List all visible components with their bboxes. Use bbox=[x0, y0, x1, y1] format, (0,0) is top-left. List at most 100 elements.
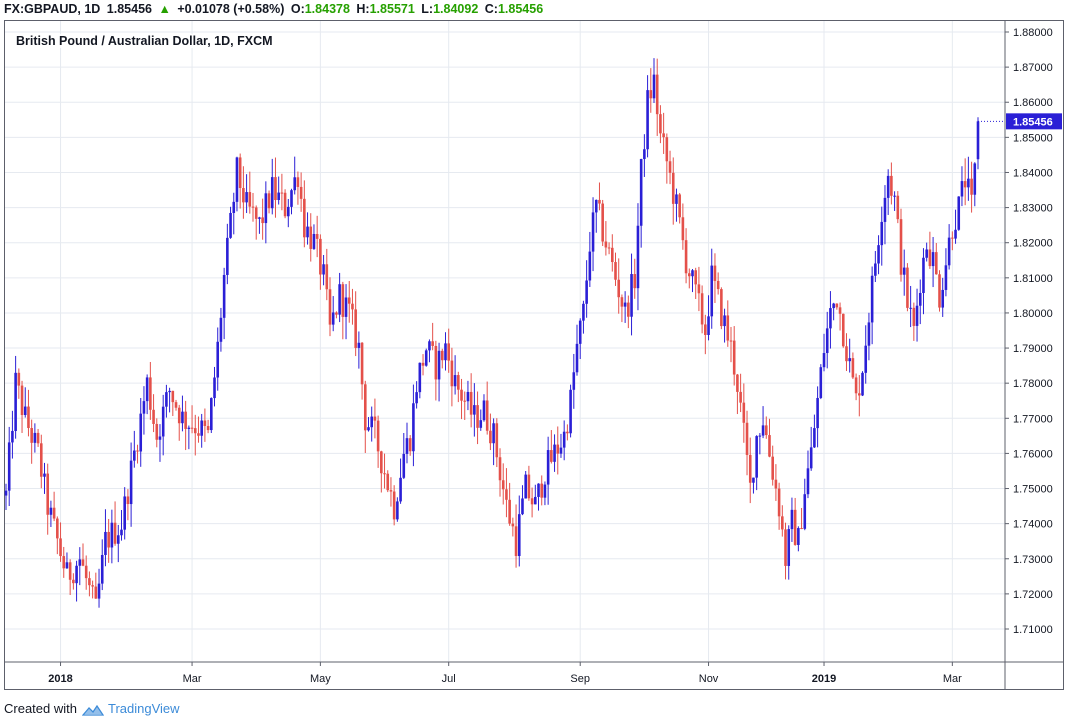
candle-body-down[interactable] bbox=[373, 416, 377, 421]
candle-body-down[interactable] bbox=[274, 177, 277, 201]
candle-body-down[interactable] bbox=[283, 192, 287, 217]
candle-body-down[interactable] bbox=[697, 284, 701, 294]
candle-body-down[interactable] bbox=[970, 178, 973, 195]
candle-body-down[interactable] bbox=[39, 443, 43, 477]
candle-body-down[interactable] bbox=[242, 188, 245, 203]
candle-body-up[interactable] bbox=[110, 522, 114, 548]
candle-body-down[interactable] bbox=[838, 307, 842, 314]
candle-body-up[interactable] bbox=[466, 391, 470, 402]
candle-body-up[interactable] bbox=[543, 484, 547, 498]
candle-body-up[interactable] bbox=[572, 372, 576, 390]
candle-body-up[interactable] bbox=[867, 322, 871, 346]
candle-body-down[interactable] bbox=[511, 523, 515, 527]
candle-body-down[interactable] bbox=[841, 313, 845, 347]
candle-body-down[interactable] bbox=[963, 181, 967, 188]
candle-body-up[interactable] bbox=[492, 423, 495, 444]
candle-body-up[interactable] bbox=[902, 267, 906, 275]
candle-body-up[interactable] bbox=[944, 265, 948, 290]
candle-body-up[interactable] bbox=[139, 413, 143, 452]
candle-body-up[interactable] bbox=[213, 377, 216, 399]
candle-body-up[interactable] bbox=[415, 392, 418, 404]
candle-body-down[interactable] bbox=[376, 420, 380, 452]
candle-body-down[interactable] bbox=[476, 405, 479, 428]
candle-body-down[interactable] bbox=[671, 172, 675, 204]
candle-body-down[interactable] bbox=[238, 157, 242, 189]
candle-body-down[interactable] bbox=[315, 233, 319, 239]
candle-body-down[interactable] bbox=[934, 252, 938, 275]
candle-body-up[interactable] bbox=[270, 177, 274, 209]
candle-body-down[interactable] bbox=[149, 377, 152, 410]
candle-body-up[interactable] bbox=[286, 206, 290, 217]
candle-body-up[interactable] bbox=[187, 427, 191, 429]
candle-body-down[interactable] bbox=[485, 400, 489, 431]
candle-body-up[interactable] bbox=[424, 350, 428, 366]
candle-body-up[interactable] bbox=[33, 432, 37, 443]
candle-body-up[interactable] bbox=[14, 372, 17, 431]
candle-body-down[interactable] bbox=[81, 559, 85, 566]
candle-body-down[interactable] bbox=[62, 556, 66, 569]
candle-body-up[interactable] bbox=[918, 293, 922, 306]
candle-body-down[interactable] bbox=[678, 194, 681, 218]
candle-body-up[interactable] bbox=[370, 416, 374, 428]
candle-body-down[interactable] bbox=[530, 498, 534, 505]
candle-body-down[interactable] bbox=[383, 473, 386, 475]
candle-body-up[interactable] bbox=[306, 226, 309, 238]
symbol-label[interactable]: FX:GBPAUD, 1D bbox=[4, 2, 101, 16]
candle-body-down[interactable] bbox=[739, 391, 742, 403]
candle-body-down[interactable] bbox=[72, 579, 75, 584]
candle-body-up[interactable] bbox=[338, 284, 341, 315]
candle-body-down[interactable] bbox=[700, 293, 704, 325]
candle-body-up[interactable] bbox=[331, 312, 335, 325]
candle-body-down[interactable] bbox=[88, 578, 91, 586]
candle-body-up[interactable] bbox=[755, 436, 758, 478]
candle-body-up[interactable] bbox=[893, 195, 896, 197]
candle-body-down[interactable] bbox=[56, 518, 59, 539]
candle-body-down[interactable] bbox=[94, 586, 98, 599]
candle-body-down[interactable] bbox=[296, 177, 300, 187]
candle-body-up[interactable] bbox=[322, 264, 325, 275]
candle-body-up[interactable] bbox=[819, 367, 823, 398]
candle-body-down[interactable] bbox=[309, 226, 313, 249]
candle-body-down[interactable] bbox=[704, 324, 707, 335]
candle-body-down[interactable] bbox=[607, 247, 611, 249]
candle-body-down[interactable] bbox=[193, 428, 197, 434]
candle-body-up[interactable] bbox=[210, 398, 213, 431]
candle-body-down[interactable] bbox=[380, 451, 383, 474]
candle-body-down[interactable] bbox=[620, 297, 624, 307]
candle-body-up[interactable] bbox=[787, 529, 791, 566]
candle-body-down[interactable] bbox=[514, 526, 518, 557]
candle-body-up[interactable] bbox=[437, 350, 441, 380]
candle-body-up[interactable] bbox=[707, 316, 710, 335]
candle-body-down[interactable] bbox=[736, 374, 739, 392]
candle-body-up[interactable] bbox=[947, 237, 951, 266]
candle-body-down[interactable] bbox=[598, 199, 601, 204]
candle-body-up[interactable] bbox=[23, 406, 27, 416]
candle-body-down[interactable] bbox=[713, 265, 717, 281]
candle-body-down[interactable] bbox=[659, 114, 662, 134]
candle-body-up[interactable] bbox=[553, 444, 556, 462]
candle-body-down[interactable] bbox=[177, 407, 181, 424]
candle-body-down[interactable] bbox=[800, 528, 803, 530]
candle-body-down[interactable] bbox=[328, 289, 332, 325]
candle-body-down[interactable] bbox=[46, 473, 50, 515]
candle-body-up[interactable] bbox=[874, 263, 877, 276]
candle-body-down[interactable] bbox=[251, 206, 255, 208]
candle-body-up[interactable] bbox=[104, 531, 107, 555]
candle-body-up[interactable] bbox=[976, 121, 980, 160]
candle-body-down[interactable] bbox=[505, 489, 508, 500]
candle-body-up[interactable] bbox=[49, 507, 53, 515]
candle-body-down[interactable] bbox=[190, 427, 194, 429]
candle-body-up[interactable] bbox=[877, 245, 880, 264]
candle-body-up[interactable] bbox=[245, 192, 248, 203]
candle-body-down[interactable] bbox=[27, 406, 30, 429]
candle-body-down[interactable] bbox=[469, 391, 473, 415]
candle-body-down[interactable] bbox=[341, 284, 345, 317]
candle-body-up[interactable] bbox=[226, 237, 229, 275]
candle-body-up[interactable] bbox=[402, 453, 406, 478]
candle-body-up[interactable] bbox=[623, 302, 627, 307]
candle-body-up[interactable] bbox=[129, 460, 133, 505]
candle-body-down[interactable] bbox=[203, 420, 207, 427]
candle-body-up[interactable] bbox=[643, 149, 646, 160]
candle-body-down[interactable] bbox=[325, 264, 329, 290]
candle-body-up[interactable] bbox=[78, 559, 82, 566]
